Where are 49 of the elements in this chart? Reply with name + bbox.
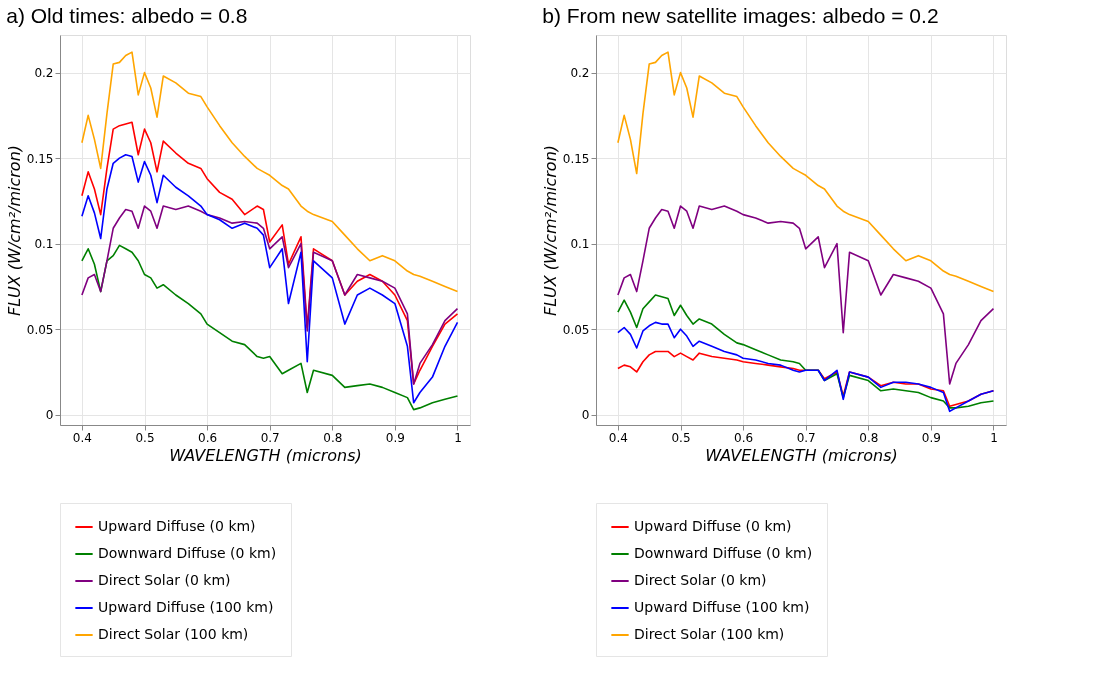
y-tick-label: 0.2 — [34, 66, 54, 81]
legend-label: Direct Solar (0 km) — [98, 572, 231, 588]
line-series — [617, 294, 995, 409]
line-series — [617, 205, 995, 385]
x-tick-label: 0.8 — [859, 430, 879, 445]
y-tick-label: 0.2 — [570, 66, 590, 81]
x-tick-label: 0.9 — [921, 430, 941, 445]
y-tick-label: 0.1 — [34, 237, 54, 252]
x-tick-label: 0.8 — [323, 430, 343, 445]
x-tick-label: 0.4 — [72, 430, 92, 445]
line-series — [81, 205, 459, 385]
line-series — [617, 51, 995, 293]
x-axis-title: WAVELENGTH (microns) — [705, 445, 898, 465]
x-tick-label: 0.5 — [135, 430, 155, 445]
legend-label: Direct Solar (100 km) — [98, 626, 249, 642]
x-tick-label: 0.9 — [385, 430, 405, 445]
legend-label: Direct Solar (100 km) — [634, 626, 785, 642]
legend-label: Upward Diffuse (0 km) — [98, 518, 256, 534]
legend-label: Upward Diffuse (100 km) — [634, 599, 810, 615]
line-series — [81, 51, 459, 293]
y-axis-title: FLUX (W/cm²/micron) — [4, 144, 24, 317]
x-tick-label: 0.7 — [260, 430, 280, 445]
legend-label: Direct Solar (0 km) — [634, 572, 767, 588]
legend-label: Downward Diffuse (0 km) — [98, 545, 277, 561]
y-tick-label: 0 — [45, 408, 54, 423]
legend-label: Upward Diffuse (100 km) — [98, 599, 274, 615]
x-axis-title: WAVELENGTH (microns) — [169, 445, 362, 465]
y-tick-label: 0 — [581, 408, 590, 423]
line-series — [81, 121, 459, 385]
y-axis-title: FLUX (W/cm²/micron) — [540, 144, 560, 317]
x-tick-label: 1 — [990, 430, 998, 445]
y-tick-label: 0.05 — [26, 322, 54, 337]
x-tick-label: 1 — [454, 430, 462, 445]
x-tick-label: 0.4 — [608, 430, 628, 445]
line-series — [81, 153, 459, 404]
x-tick-label: 0.6 — [198, 430, 218, 445]
legend-label: Upward Diffuse (0 km) — [634, 518, 792, 534]
line-series — [81, 244, 459, 411]
x-tick-label: 0.6 — [734, 430, 754, 445]
y-tick-label: 0.05 — [562, 322, 590, 337]
y-tick-label: 0.1 — [570, 237, 590, 252]
x-tick-label: 0.5 — [671, 430, 691, 445]
y-tick-label: 0.15 — [562, 151, 590, 166]
line-series — [617, 321, 995, 413]
y-tick-label: 0.15 — [26, 151, 54, 166]
chart-title: a) Old times: albedo = 0.8 — [6, 4, 248, 27]
chart-title: b) From new satellite images: albedo = 0.2 — [542, 4, 939, 27]
x-tick-label: 0.7 — [796, 430, 816, 445]
legend-label: Downward Diffuse (0 km) — [634, 545, 813, 561]
